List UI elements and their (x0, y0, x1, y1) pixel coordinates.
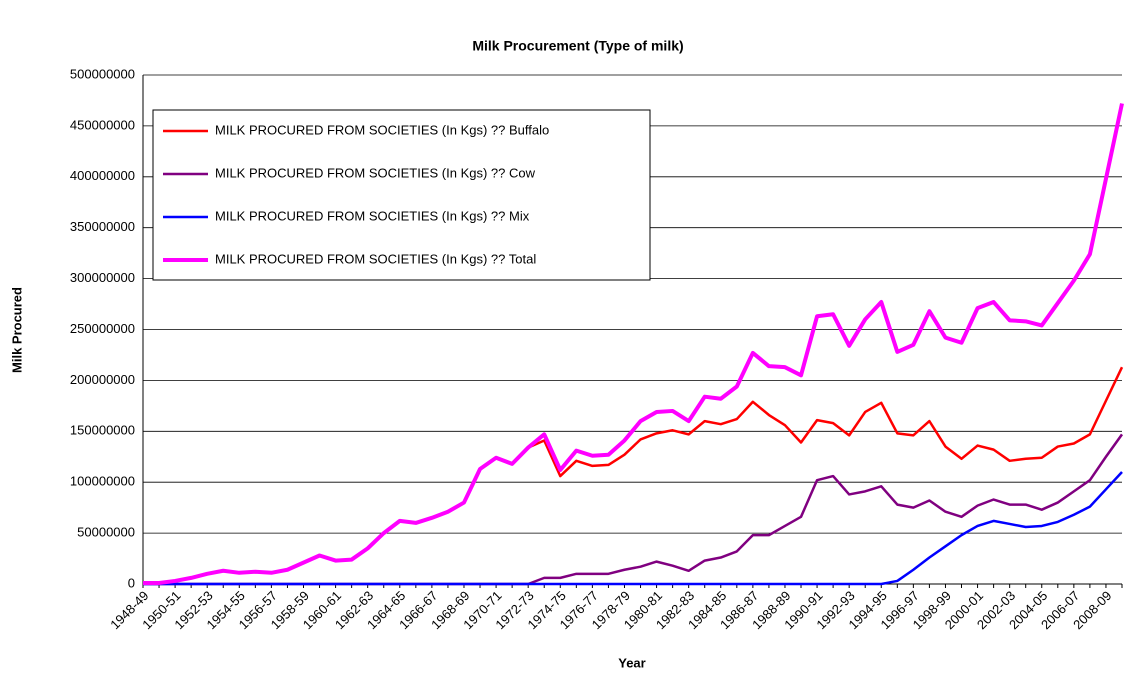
chart-title: Milk Procurement (Type of milk) (472, 38, 683, 54)
y-tick-label: 0 (128, 575, 135, 590)
y-tick-label: 250000000 (70, 321, 135, 336)
series-line (143, 103, 1124, 585)
legend-label: MILK PROCURED FROM SOCIETIES (In Kgs) ??… (215, 122, 549, 137)
legend-label: MILK PROCURED FROM SOCIETIES (In Kgs) ??… (215, 208, 530, 223)
y-tick-label: 500000000 (70, 66, 135, 81)
y-tick-label: 200000000 (70, 372, 135, 387)
y-tick-label: 350000000 (70, 219, 135, 234)
y-axis-label: Milk Procured (9, 287, 24, 373)
x-axis-label: Year (618, 655, 645, 670)
series-line (143, 366, 1124, 585)
legend-box (152, 109, 651, 281)
y-tick-label: 100000000 (70, 474, 135, 489)
y-tick-label: 450000000 (70, 117, 135, 132)
series-line (143, 471, 1123, 586)
y-tick-label: 300000000 (70, 270, 135, 285)
series-line (143, 433, 1124, 586)
y-tick-label: 400000000 (70, 168, 135, 183)
y-tick-label: 150000000 (70, 423, 135, 438)
legend-label: MILK PROCURED FROM SOCIETIES (In Kgs) ??… (215, 165, 536, 180)
legend-label: MILK PROCURED FROM SOCIETIES (In Kgs) ??… (215, 251, 536, 266)
y-tick-label: 50000000 (77, 525, 135, 540)
